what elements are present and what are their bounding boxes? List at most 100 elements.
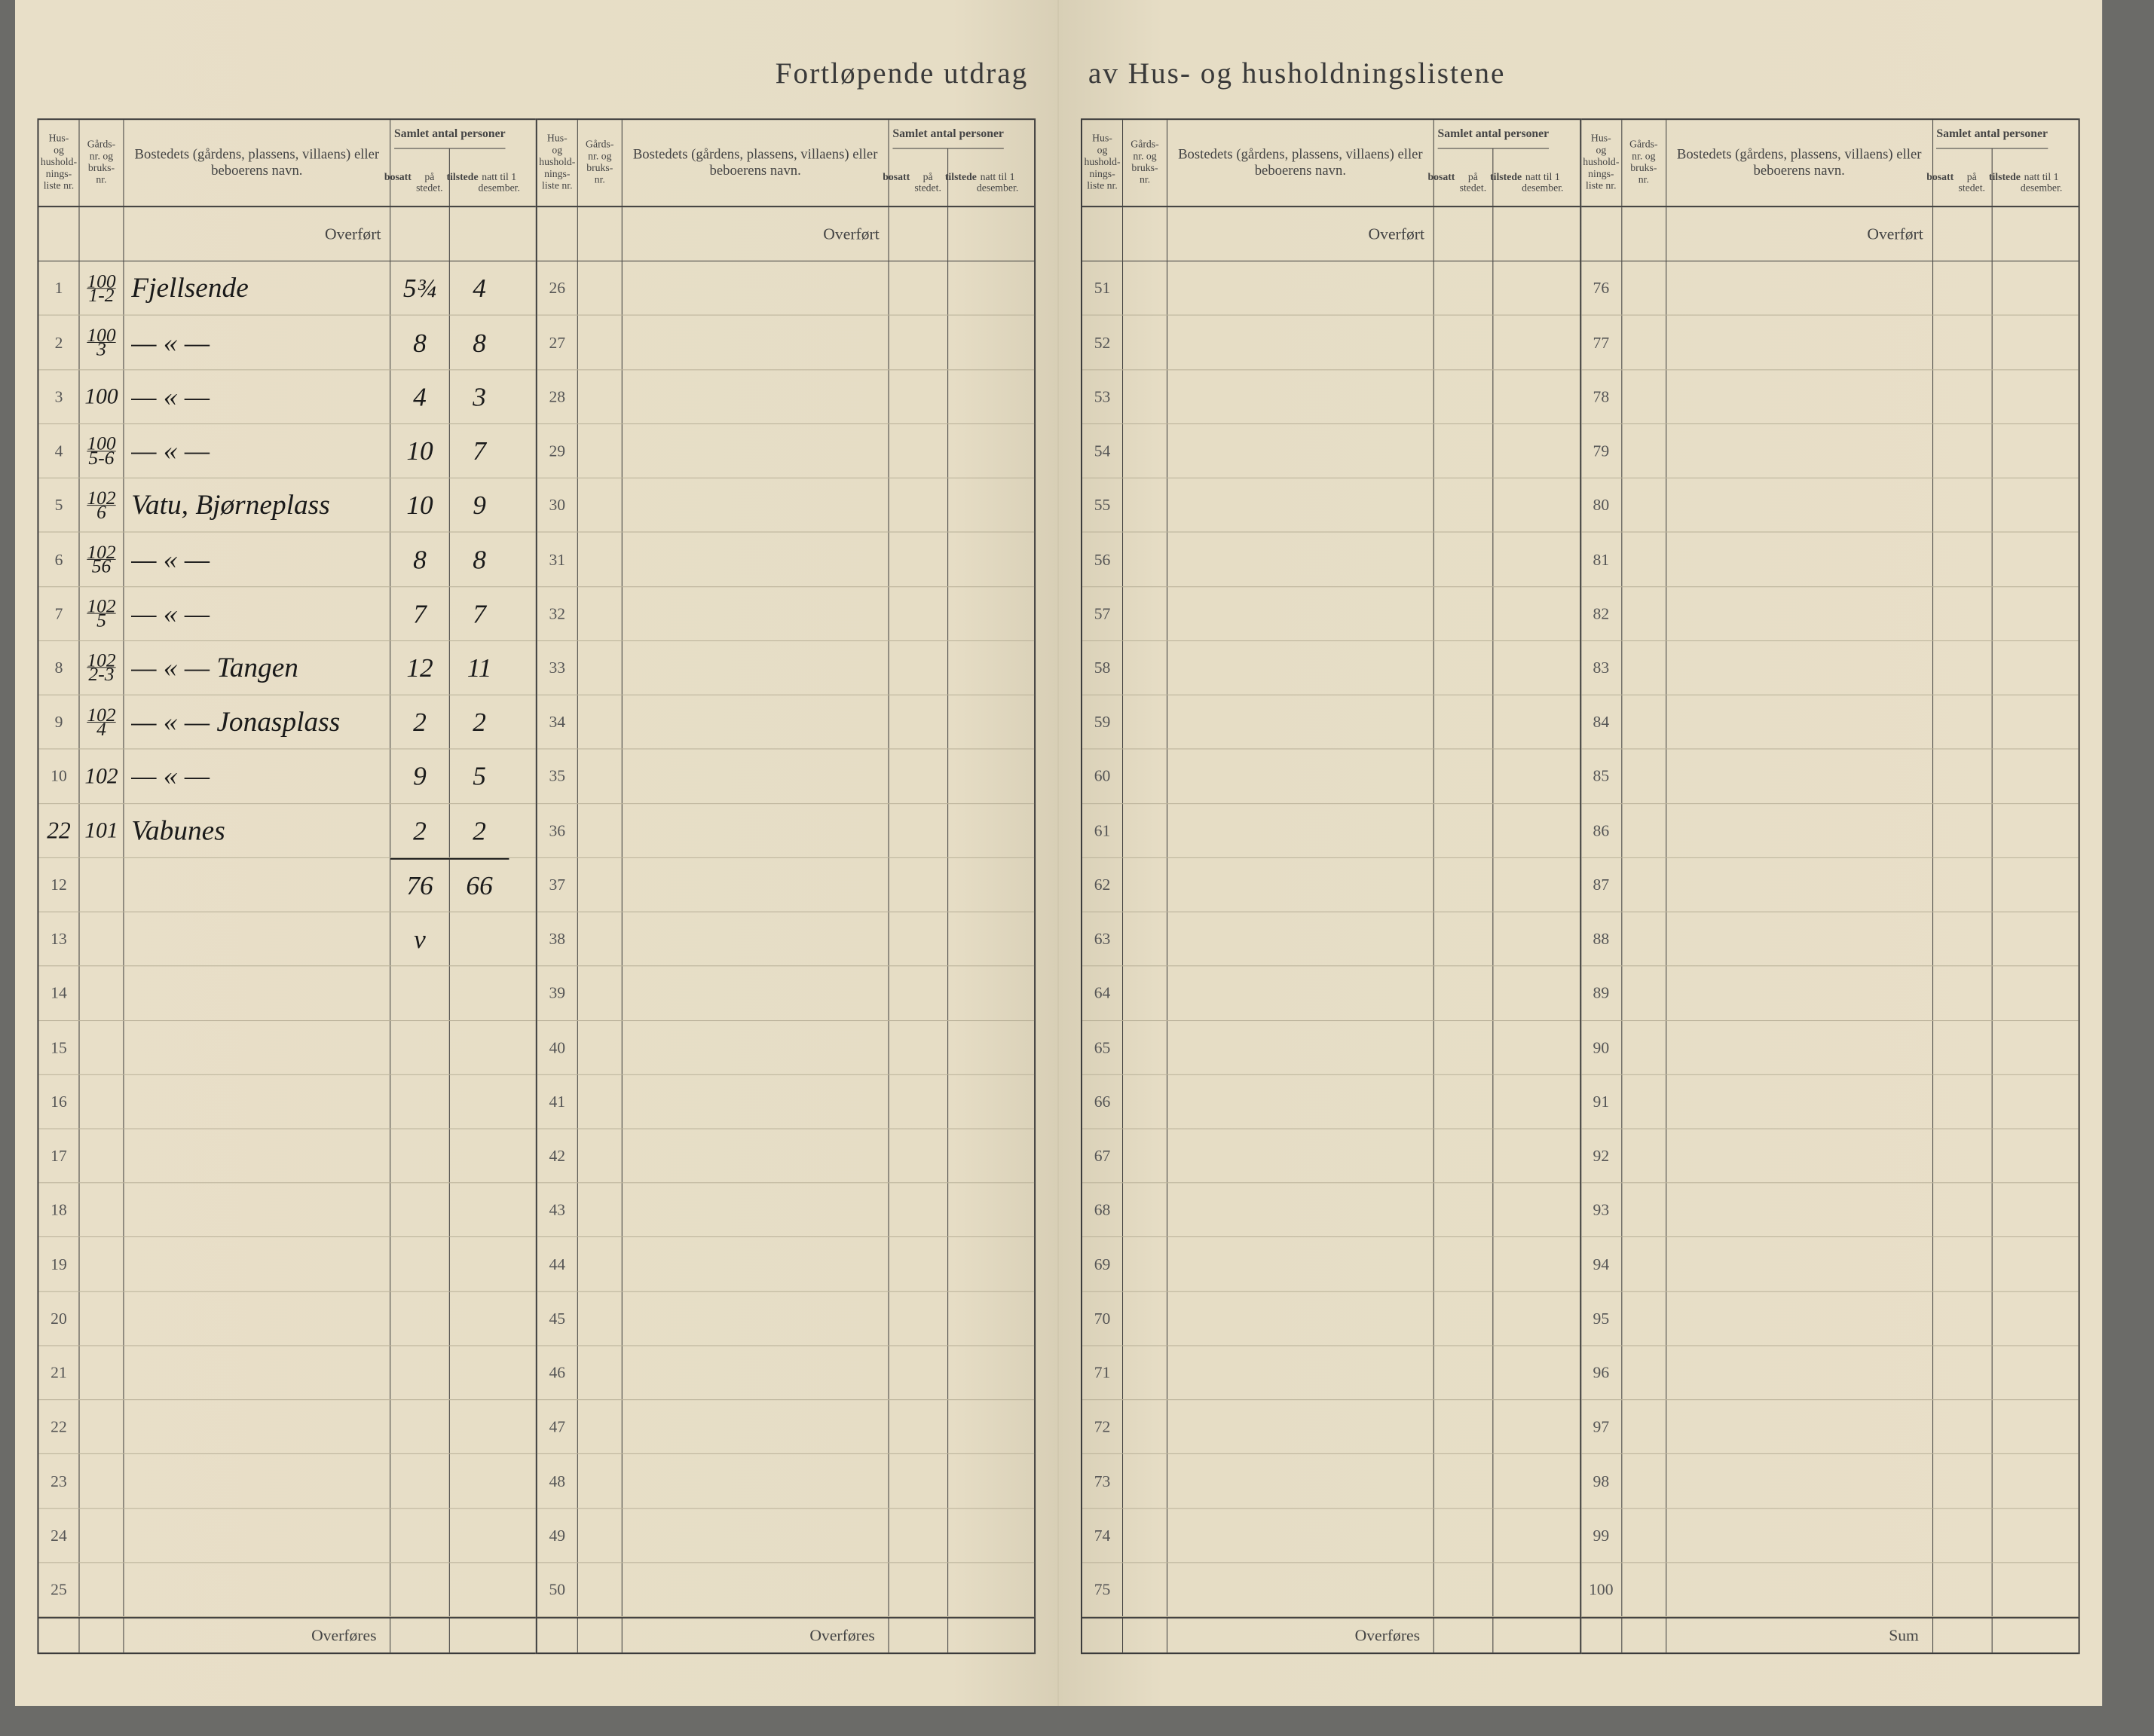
row-number: 80 — [1581, 478, 1622, 532]
row-number: 14 — [38, 967, 79, 1020]
gards-cell — [578, 533, 623, 586]
row-number: 73 — [1082, 1454, 1123, 1508]
gards-cell — [1123, 804, 1167, 857]
row-number: 67 — [1082, 1129, 1123, 1183]
tilstede-cell — [1992, 967, 2052, 1020]
navn-cell — [1167, 424, 1434, 478]
table-row: 98 — [1581, 1454, 2079, 1508]
navn-cell — [623, 1129, 889, 1183]
tilstede-cell — [450, 1291, 509, 1345]
ledger-block: Hus- og hushold-nings-liste nr.Gårds-nr.… — [37, 118, 535, 1654]
bosatt-cell — [1933, 858, 1993, 912]
table-row: 85 — [1581, 750, 2079, 804]
table-row: 87 — [1581, 858, 2079, 912]
tilstede-cell — [450, 912, 509, 966]
table-row: 75 — [1082, 1563, 1580, 1617]
bosatt-cell — [889, 967, 949, 1020]
column-header: Hus- og hushold-nings-liste nr.Gårds-nr.… — [537, 118, 1034, 207]
row-number: 64 — [1082, 967, 1123, 1020]
header-personer: Samlet antal personerbosattpå stedet.til… — [390, 120, 509, 206]
gards-cell — [1622, 1400, 1666, 1453]
gards-cell — [1622, 695, 1666, 749]
header-navn: Bostedets (gårdens, plassens, villaens) … — [1167, 120, 1434, 206]
tilstede-cell — [450, 1183, 509, 1236]
tilstede-cell: 2 — [450, 804, 509, 857]
column-header: Hus- og hushold-nings-liste nr.Gårds-nr.… — [38, 118, 535, 207]
bosatt-cell — [390, 1021, 450, 1074]
gards-cell — [578, 967, 623, 1020]
ledger-block: Hus- og hushold-nings-liste nr.Gårds-nr.… — [1081, 118, 1580, 1654]
table-row: 81 — [1581, 533, 2079, 587]
navn-cell — [1666, 858, 1933, 912]
gards-cell — [578, 1237, 623, 1291]
bosatt-cell: 2 — [390, 695, 450, 749]
row-number: 21 — [38, 1346, 79, 1399]
tilstede-cell — [1992, 695, 2052, 749]
row-number: 50 — [537, 1563, 578, 1616]
table-row: 82 — [1581, 587, 2079, 641]
bosatt-cell — [1434, 1454, 1494, 1508]
header-personer-top: Samlet antal personer — [394, 120, 506, 148]
gards-cell — [578, 912, 623, 966]
header-personer: Samlet antal personerbosattpå stedet.til… — [889, 120, 1008, 206]
tilstede-cell — [948, 1400, 1008, 1453]
gards-cell — [1622, 1291, 1666, 1345]
tilstede-cell — [1493, 1129, 1553, 1183]
tilstede-cell — [1992, 424, 2052, 478]
bosatt-cell — [889, 1291, 949, 1345]
table-row: 22101Vabunes22 — [38, 804, 535, 858]
tilstede-cell: 8 — [450, 533, 509, 586]
bosatt-cell — [889, 695, 949, 749]
row-number: 12 — [38, 858, 79, 912]
row-number: 43 — [537, 1183, 578, 1236]
bosatt-cell — [1933, 1291, 1993, 1345]
table-row: 17 — [38, 1129, 535, 1184]
tilstede-total: 66 — [450, 858, 509, 912]
row-number: 30 — [537, 478, 578, 532]
row-number: 56 — [1082, 533, 1123, 586]
table-row: 43 — [537, 1183, 1034, 1237]
row-number: 52 — [1082, 316, 1123, 369]
overfort-row: Overført — [38, 207, 535, 261]
tilstede-cell — [1992, 1237, 2052, 1291]
row-number: 32 — [537, 587, 578, 640]
column-header: Hus- og hushold-nings-liste nr.Gårds-nr.… — [1082, 118, 1580, 207]
table-row: 14 — [38, 967, 535, 1021]
table-row: 62 — [1082, 858, 1580, 912]
table-row: 84 — [1581, 695, 2079, 750]
gards-cell — [1123, 261, 1167, 315]
gards-cell — [1123, 1129, 1167, 1183]
row-number: 3 — [38, 370, 79, 423]
table-row: 45 — [537, 1291, 1034, 1346]
table-row: 22 — [38, 1400, 535, 1454]
tilstede-cell — [1992, 1508, 2052, 1562]
row-number: 90 — [1581, 1021, 1622, 1074]
tilstede-cell — [1493, 967, 1553, 1020]
tilstede-cell — [1493, 912, 1553, 966]
tilstede-cell — [1493, 1075, 1553, 1129]
navn-cell — [124, 967, 390, 1020]
navn-cell — [623, 695, 889, 749]
gards-cell: 102 — [79, 750, 124, 803]
header-personer: Samlet antal personerbosattpå stedet.til… — [1933, 120, 2052, 206]
tilstede-cell — [948, 1183, 1008, 1236]
table-row: 47 — [537, 1400, 1034, 1454]
navn-cell — [1666, 967, 1933, 1020]
gards-cell — [1622, 1346, 1666, 1399]
tilstede-cell — [1992, 1563, 2052, 1616]
table-row: 100 — [1581, 1563, 2079, 1617]
navn-cell — [623, 641, 889, 695]
row-number: 75 — [1082, 1563, 1123, 1616]
navn-cell — [1666, 750, 1933, 803]
gards-cell: 1003 — [79, 316, 124, 369]
row-number: 46 — [537, 1346, 578, 1399]
bosatt-total: 76 — [390, 858, 450, 912]
navn-cell: — « — Jonasplass — [124, 695, 390, 749]
gards-cell — [1622, 1454, 1666, 1508]
header-navn: Bostedets (gårdens, plassens, villaens) … — [623, 120, 889, 206]
table-row: 52 — [1082, 316, 1580, 370]
gards-cell — [79, 858, 124, 912]
table-row: 29 — [537, 424, 1034, 478]
bosatt-cell — [1434, 804, 1494, 857]
bosatt-cell — [1933, 967, 1993, 1020]
